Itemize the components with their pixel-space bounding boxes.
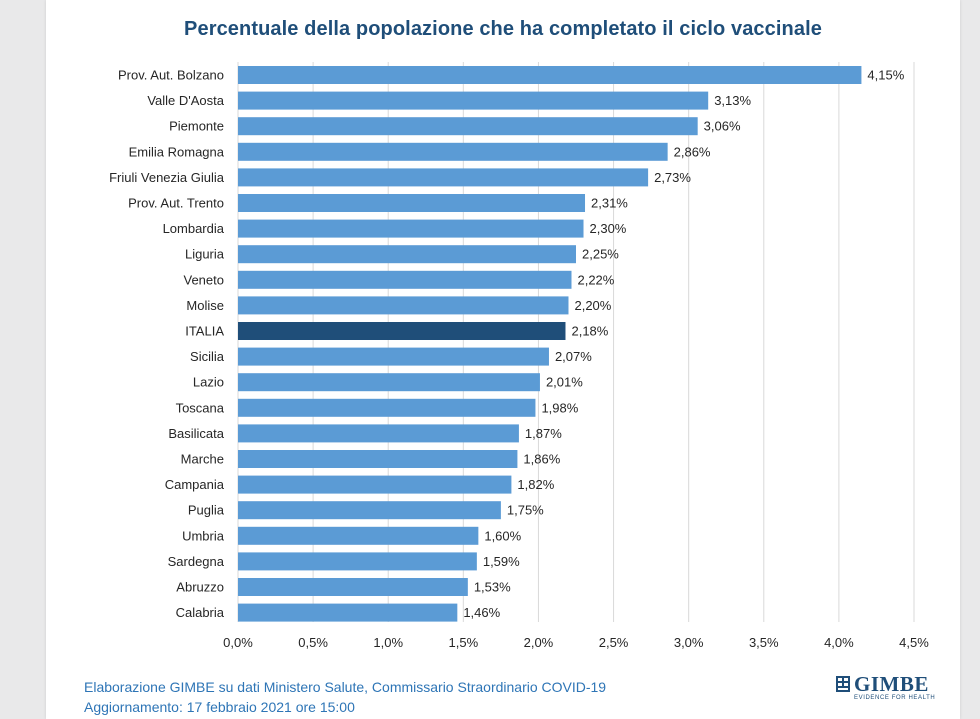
bar <box>238 603 458 622</box>
gimbe-logo-icon <box>836 676 850 692</box>
category-label: Basilicata <box>168 426 224 441</box>
value-label: 4,15% <box>867 68 904 83</box>
bar <box>238 91 709 110</box>
category-labels: Prov. Aut. Bolzano Valle D'Aosta Piemonte E… <box>109 68 225 621</box>
category-label: Puglia <box>188 503 225 518</box>
value-label: 2,86% <box>674 144 711 159</box>
x-tick-label: 3,0% <box>674 635 704 650</box>
category-label: Toscana <box>176 400 225 415</box>
value-labels: 4,15% 3,13% 3,06% 2,86% 2,73% 2,31% 2,30% 2,25%… <box>463 68 904 621</box>
category-label: Emilia Romagna <box>129 144 225 159</box>
category-label: Calabria <box>176 605 225 620</box>
value-label: 1,59% <box>483 554 520 569</box>
value-label: 2,01% <box>546 375 583 390</box>
bar <box>238 578 468 596</box>
category-label: ITALIA <box>185 324 224 339</box>
value-label: 2,30% <box>590 221 627 236</box>
value-label: 1,87% <box>525 426 562 441</box>
category-label: Sardegna <box>168 554 225 569</box>
bar <box>238 373 540 392</box>
x-tick-label: 2,5% <box>599 635 629 650</box>
category-label: Veneto <box>184 272 225 287</box>
x-tick-label: 0,0% <box>223 635 253 650</box>
category-label: Lombardia <box>163 221 225 236</box>
bar <box>238 66 862 84</box>
category-label: Molise <box>186 298 224 313</box>
bar <box>238 142 668 161</box>
bar <box>238 526 479 545</box>
category-label: Piemonte <box>169 119 224 134</box>
x-tick-label: 3,5% <box>749 635 779 650</box>
category-label: Prov. Aut. Trento <box>128 196 224 211</box>
category-label: Liguria <box>185 247 225 262</box>
update-note: Aggiornamento: 17 febbraio 2021 ore 15:0… <box>84 699 355 715</box>
category-label: Sicilia <box>190 349 225 364</box>
value-label: 2,20% <box>574 298 611 313</box>
category-label: Friuli Venezia Giulia <box>109 170 225 185</box>
value-label: 2,22% <box>577 272 614 287</box>
bar <box>238 552 477 571</box>
category-label: Valle D'Aosta <box>147 93 224 108</box>
value-label: 1,82% <box>517 477 554 492</box>
x-tick-label: 1,0% <box>373 635 403 650</box>
bar <box>238 450 518 468</box>
value-label: 2,25% <box>582 247 619 262</box>
category-label: Abruzzo <box>176 580 224 595</box>
bars <box>238 66 862 622</box>
value-label: 2,07% <box>555 349 592 364</box>
x-tick-labels: 0,0% 0,5% 1,0% 1,5% 2,0% 2,5% 3,0% 3,5% 4,0% 4,5% <box>223 635 929 650</box>
value-label: 1,60% <box>484 528 521 543</box>
logo-text: GIMBE <box>854 672 929 696</box>
gimbe-logo: GIMBE EVIDENCE FOR HEALTH <box>836 672 935 706</box>
value-label: 1,75% <box>507 503 544 518</box>
logo-tagline: EVIDENCE FOR HEALTH <box>854 695 936 701</box>
value-label: 1,46% <box>463 605 500 620</box>
bar <box>238 245 576 264</box>
bar <box>238 194 586 212</box>
value-label: 3,13% <box>714 93 751 108</box>
x-tick-label: 0,5% <box>298 635 328 650</box>
value-label: 3,06% <box>704 119 741 134</box>
bar <box>238 424 519 443</box>
source-note: Elaborazione GIMBE su dati Ministero Sal… <box>84 679 607 695</box>
bar <box>238 168 649 187</box>
value-label: 2,31% <box>591 196 628 211</box>
x-tick-label: 2,0% <box>524 635 554 650</box>
category-label: Marche <box>181 452 224 467</box>
category-label: Campania <box>165 477 225 492</box>
bar <box>238 219 584 238</box>
chart-title: Percentuale della popolazione che ha com… <box>184 18 822 40</box>
bar <box>238 296 569 315</box>
x-tick-label: 4,0% <box>824 635 854 650</box>
value-label: 2,73% <box>654 170 691 185</box>
bar <box>238 270 572 289</box>
value-label: 1,86% <box>523 452 560 467</box>
value-label: 1,53% <box>474 580 511 595</box>
category-label: Prov. Aut. Bolzano <box>118 68 224 83</box>
bar <box>238 347 549 366</box>
bar-highlight <box>238 322 566 340</box>
category-label: Lazio <box>193 375 224 390</box>
bar <box>238 117 698 136</box>
bar <box>238 475 512 494</box>
x-tick-label: 1,5% <box>449 635 479 650</box>
x-tick-label: 4,5% <box>899 635 929 650</box>
value-label: 2,18% <box>571 324 608 339</box>
category-label: Umbria <box>182 528 225 543</box>
bar <box>238 398 536 417</box>
bar <box>238 501 501 520</box>
value-label: 1,98% <box>541 400 578 415</box>
